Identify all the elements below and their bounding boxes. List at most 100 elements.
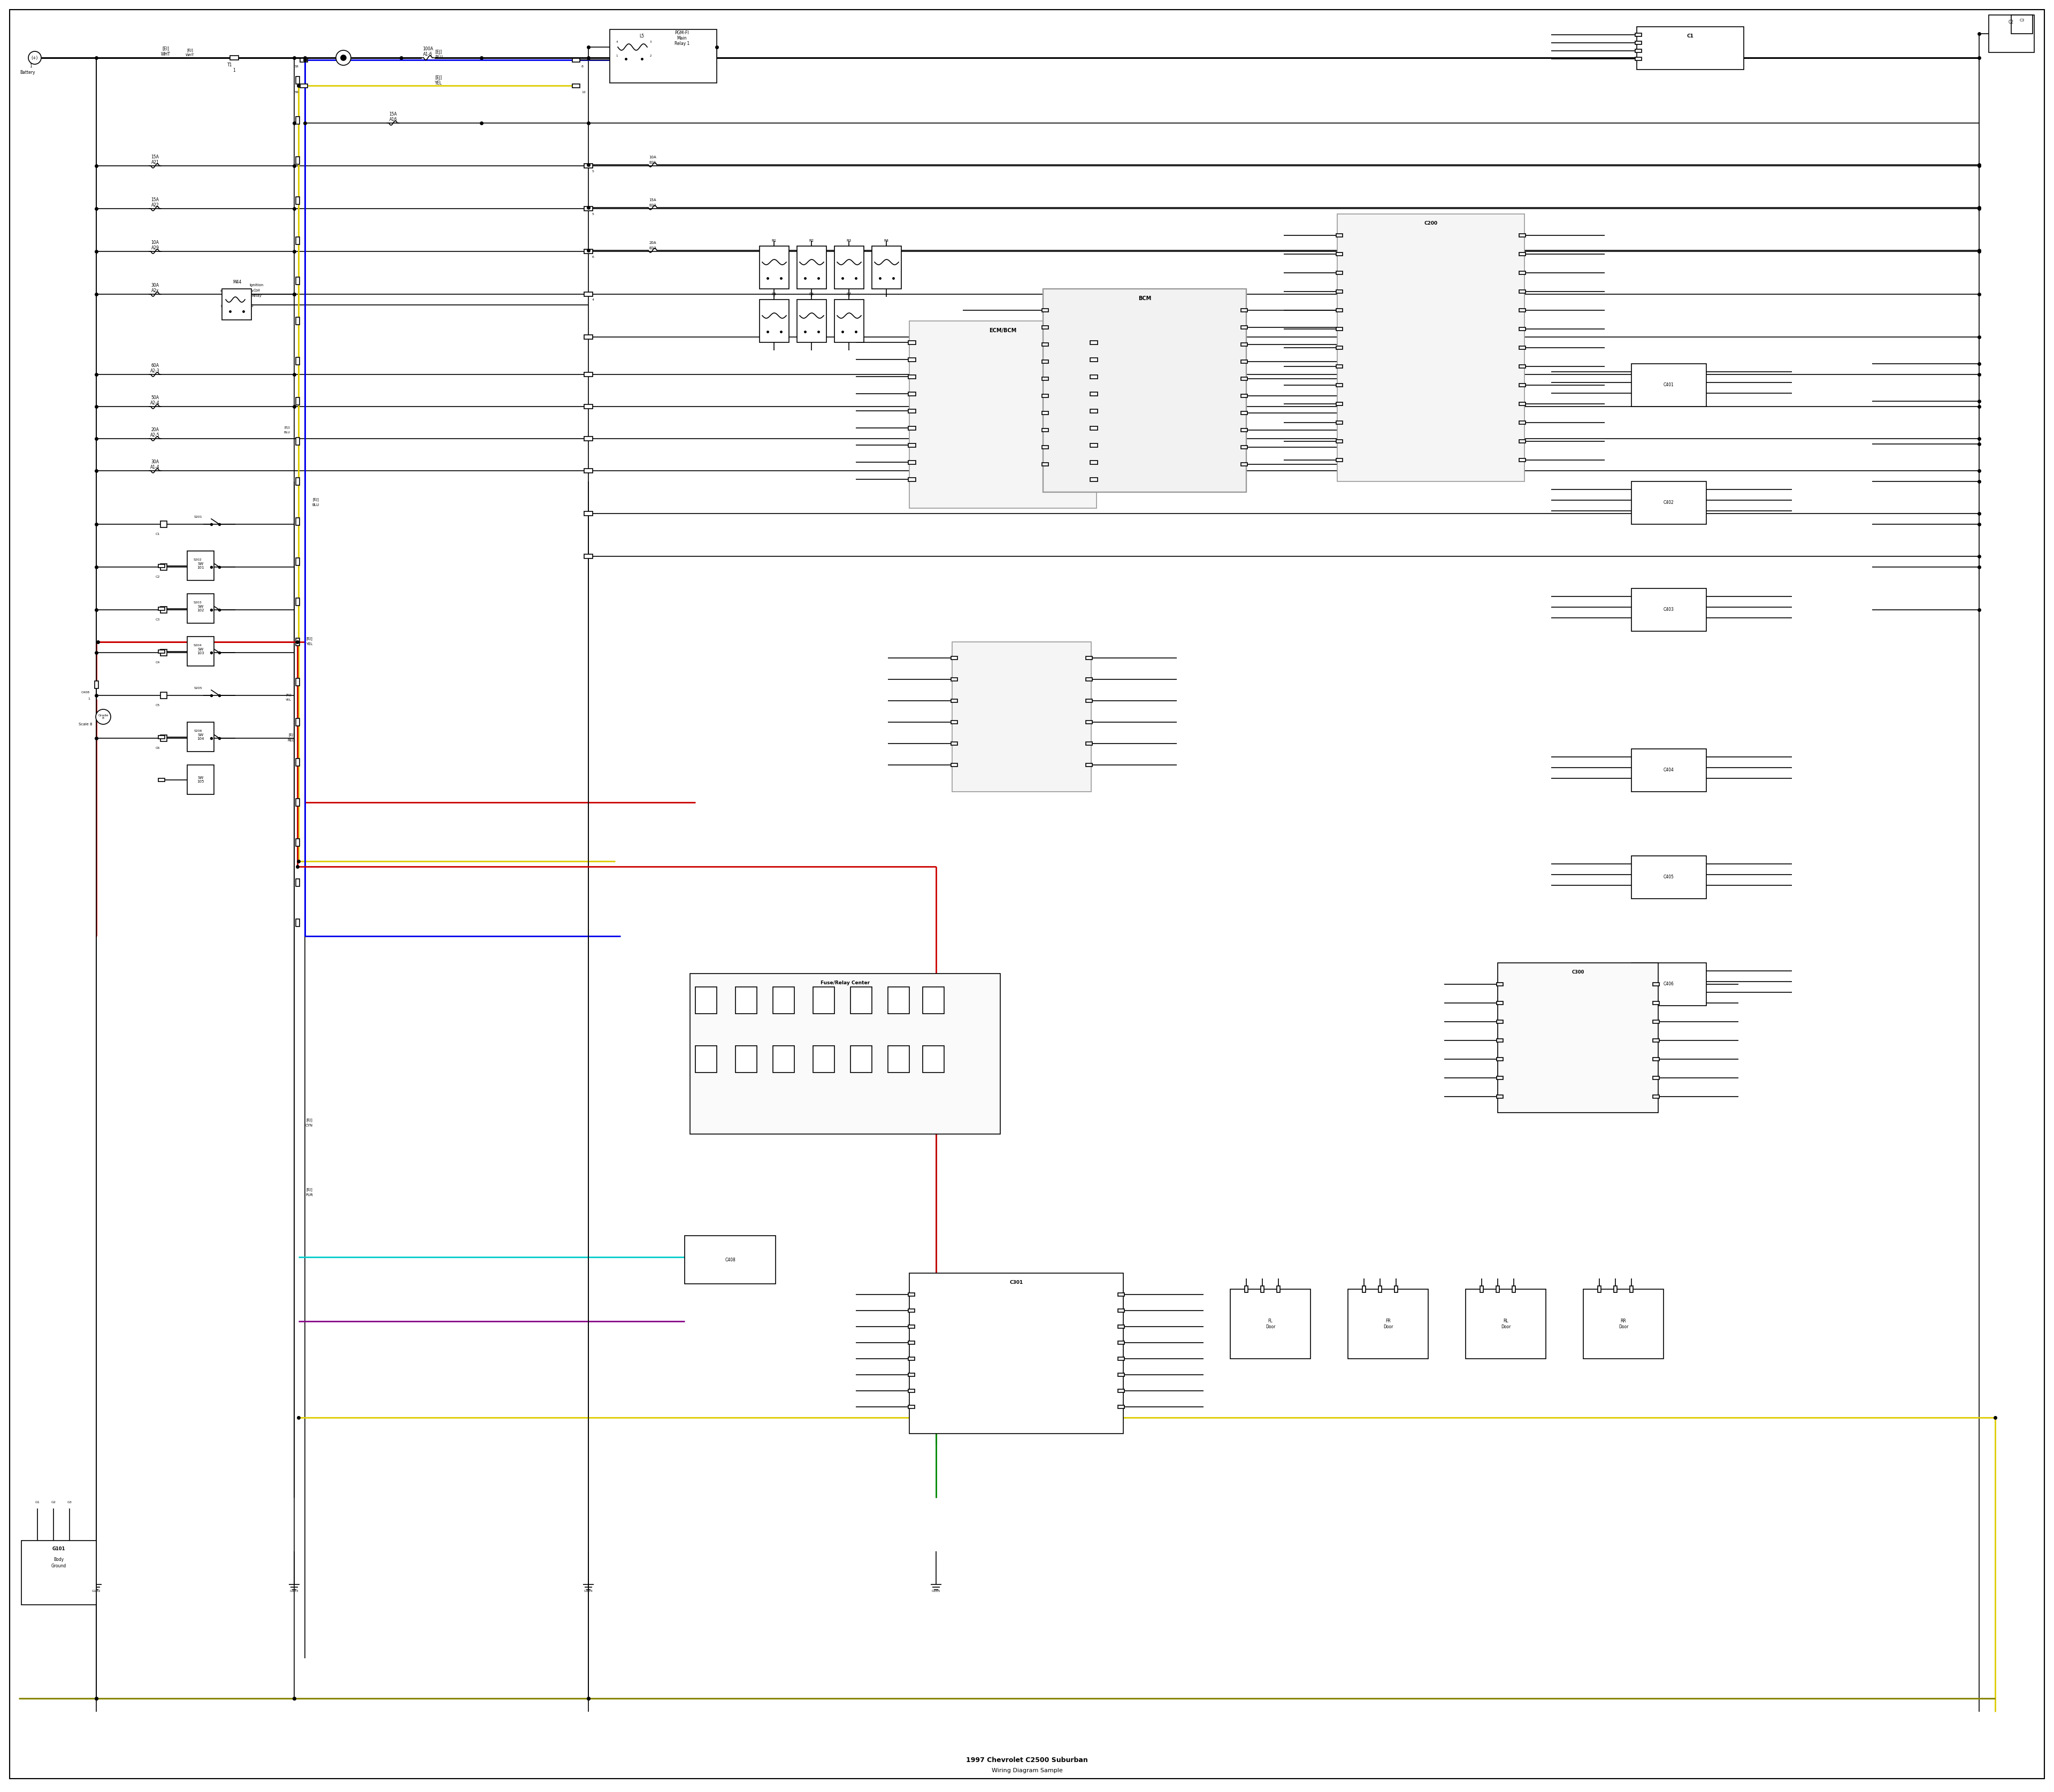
Bar (296, 557, 300, 566)
Bar (1117, 1389, 1124, 1392)
Bar (1653, 1077, 1660, 1079)
Text: [EJ]: [EJ] (286, 694, 292, 697)
Text: SW
101: SW 101 (197, 563, 203, 570)
Text: WHT: WHT (160, 52, 170, 56)
Bar (1614, 1287, 1616, 1292)
Text: A1-4: A1-4 (150, 466, 160, 470)
Bar (583, 437, 594, 441)
Bar (1087, 742, 1093, 745)
Bar (160, 735, 166, 742)
Bar (296, 278, 300, 285)
Bar (1653, 982, 1660, 986)
Bar (1091, 443, 1097, 446)
Text: C408: C408 (725, 1258, 735, 1262)
Bar (583, 468, 594, 473)
Bar (1117, 1373, 1124, 1376)
Text: 5: 5 (592, 170, 594, 174)
Bar (1497, 1020, 1504, 1023)
Text: C300: C300 (1571, 969, 1584, 975)
Bar (1241, 412, 1247, 414)
Bar (760, 299, 789, 342)
Text: Relay: Relay (253, 294, 261, 297)
Bar (1117, 1405, 1124, 1409)
Bar (1241, 462, 1247, 466)
Bar (296, 638, 300, 645)
Text: 20A: 20A (152, 428, 158, 432)
Bar (951, 763, 957, 767)
Bar (1520, 290, 1526, 294)
Bar (1481, 1287, 1483, 1292)
Bar (2011, 14, 2033, 34)
Bar (1337, 328, 1343, 330)
Text: 15A: 15A (152, 197, 158, 202)
Text: FR
Door: FR Door (1382, 1319, 1393, 1330)
Bar (1041, 394, 1048, 398)
Text: Grade
8: Grade 8 (99, 713, 109, 720)
Bar (1241, 308, 1247, 312)
Text: [EI]: [EI] (162, 47, 168, 52)
Text: WHT: WHT (185, 54, 195, 57)
Text: A22: A22 (152, 202, 158, 208)
Bar (1091, 409, 1097, 412)
Bar (1117, 1324, 1124, 1328)
Text: SW
105: SW 105 (197, 776, 203, 783)
Bar (583, 511, 594, 516)
Bar (296, 197, 300, 204)
Bar (1087, 656, 1093, 659)
Text: 58: 58 (294, 66, 298, 68)
Bar (1087, 677, 1093, 681)
Bar (160, 649, 166, 656)
Bar (1241, 326, 1247, 330)
Bar (1584, 1288, 1664, 1358)
Bar (951, 720, 957, 724)
Bar (1117, 1357, 1124, 1360)
Bar (1041, 376, 1048, 380)
Bar (187, 636, 214, 667)
Text: [EJ]: [EJ] (306, 636, 312, 640)
Text: C1: C1 (1686, 34, 1695, 39)
Bar (922, 987, 945, 1014)
Bar (908, 1373, 914, 1376)
Circle shape (341, 56, 345, 61)
Bar (910, 1272, 1124, 1434)
Bar (813, 987, 834, 1014)
Bar (296, 237, 300, 244)
Bar (908, 1405, 914, 1409)
Bar (1631, 749, 1707, 792)
Bar (1631, 588, 1707, 631)
Bar (1653, 1020, 1660, 1023)
Bar (296, 878, 300, 887)
Text: BLU: BLU (435, 56, 442, 61)
Bar (1520, 366, 1526, 367)
Bar (1241, 376, 1247, 380)
Bar (834, 299, 865, 342)
Bar (1520, 253, 1526, 256)
Text: (+): (+) (31, 56, 39, 61)
Bar (1087, 763, 1093, 767)
Text: C4: C4 (156, 661, 160, 663)
Bar (583, 292, 594, 296)
Text: C2: C2 (2009, 20, 2013, 25)
Bar (158, 607, 164, 609)
Text: A2-4: A2-4 (150, 401, 160, 405)
Bar (158, 735, 164, 738)
Bar (1631, 364, 1707, 407)
Bar (300, 84, 308, 88)
Bar (583, 206, 594, 211)
Text: A2x: A2x (152, 289, 158, 294)
Bar (296, 919, 300, 926)
Text: Battery: Battery (21, 70, 35, 75)
Bar (1337, 459, 1343, 462)
Text: 1: 1 (232, 68, 236, 72)
Text: S205: S205 (193, 686, 201, 690)
Text: C408: C408 (82, 692, 90, 694)
Bar (1041, 342, 1048, 346)
Bar (1241, 446, 1247, 448)
Bar (1653, 1039, 1660, 1041)
Bar (1631, 962, 1707, 1005)
Bar (573, 57, 579, 61)
Bar (1041, 462, 1048, 466)
Text: B32: B32 (649, 204, 655, 208)
Bar (1337, 439, 1343, 443)
Bar (1635, 41, 1641, 45)
